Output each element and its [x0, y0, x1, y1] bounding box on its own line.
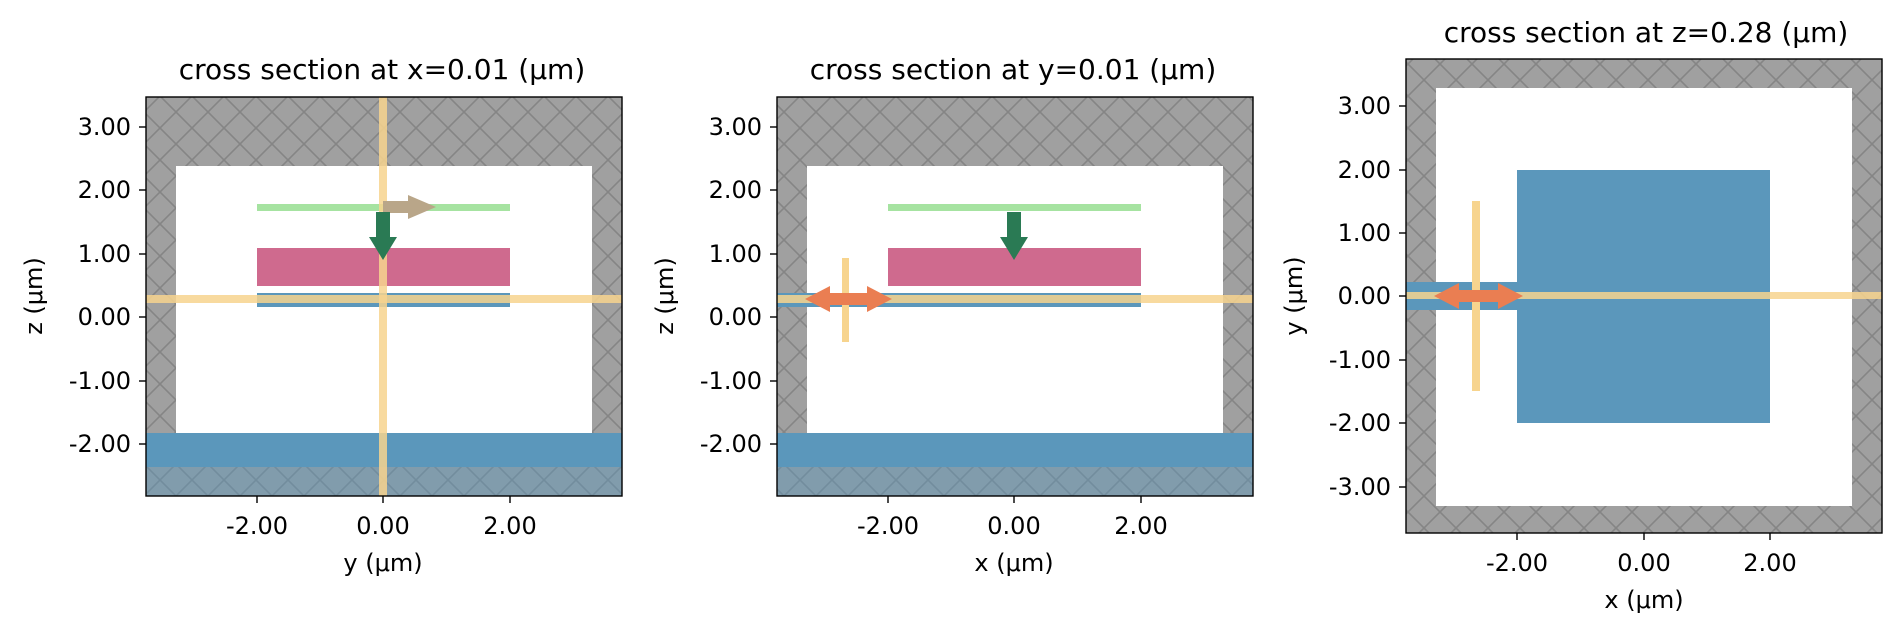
y-tick-label: 0.00 — [709, 303, 762, 331]
x-axis: -2.00 0.00 2.00 x (μm) — [857, 496, 1168, 577]
bidirectional-arrow — [1434, 283, 1523, 309]
x-axis: -2.00 0.00 2.00 x (μm) — [1486, 533, 1797, 614]
y-axis-label: z (μm) — [20, 257, 48, 335]
y-tick-label: 2.00 — [709, 176, 762, 204]
polarization-arrow — [383, 195, 436, 219]
x-tick-label: 2.00 — [1114, 512, 1167, 540]
vertical-plane — [379, 97, 387, 496]
y-axis: 3.00 2.00 1.00 0.00 -1.00 -2.00 z (μm) — [651, 113, 777, 458]
bidirectional-arrow — [805, 286, 892, 312]
y-tick-label: -1.00 — [69, 367, 131, 395]
panel-title: cross section at y=0.01 (μm) — [810, 53, 1217, 86]
y-tick-label: 0.00 — [78, 303, 131, 331]
injection-arrow — [1000, 212, 1028, 260]
y-axis-label: y (μm) — [1280, 256, 1308, 335]
mode-source-plane — [777, 295, 1253, 303]
panel-title: cross section at x=0.01 (μm) — [179, 53, 586, 86]
y-tick-label: -2.00 — [700, 430, 762, 458]
y-tick-label: 1.00 — [1338, 219, 1391, 247]
mode-source-plane — [1406, 292, 1882, 299]
x-tick-label: 0.00 — [1617, 549, 1670, 577]
x-axis-label: y (μm) — [343, 549, 422, 577]
y-tick-label: -1.00 — [700, 367, 762, 395]
y-tick-label: 0.00 — [1338, 282, 1391, 310]
y-tick-label: -2.00 — [69, 430, 131, 458]
y-axis: 3.00 2.00 1.00 0.00 -1.00 -2.00 z (μm) — [20, 113, 146, 458]
x-axis-label: x (μm) — [1604, 586, 1683, 614]
y-tick-label: 2.00 — [78, 176, 131, 204]
x-tick-label: 0.00 — [356, 512, 409, 540]
y-tick-label: 3.00 — [78, 113, 131, 141]
pml-top — [1406, 59, 1882, 88]
y-tick-label: 3.00 — [1338, 92, 1391, 120]
x-tick-label: -2.00 — [1486, 549, 1548, 577]
y-tick-label: 2.00 — [1338, 156, 1391, 184]
panel-x-section: cross section at x=0.01 (μm) -2.00 0.00 … — [20, 53, 623, 577]
panel-title: cross section at z=0.28 (μm) — [1444, 16, 1849, 49]
pml-top — [777, 97, 1253, 166]
panel-y-section: cross section at y=0.01 (μm) -2.00 0.00 … — [651, 53, 1254, 577]
x-tick-label: 0.00 — [987, 512, 1040, 540]
x-tick-label: 2.00 — [483, 512, 536, 540]
y-axis-label: z (μm) — [651, 257, 679, 335]
y-tick-label: -2.00 — [1329, 409, 1391, 437]
x-tick-label: -2.00 — [857, 512, 919, 540]
y-tick-label: -3.00 — [1329, 473, 1391, 501]
y-tick-label: 1.00 — [78, 240, 131, 268]
y-tick-label: 3.00 — [709, 113, 762, 141]
y-tick-label: -1.00 — [1329, 346, 1391, 374]
injection-arrow — [369, 212, 397, 260]
x-axis-label: x (μm) — [974, 549, 1053, 577]
x-tick-label: -2.00 — [226, 512, 288, 540]
y-tick-label: 1.00 — [709, 240, 762, 268]
pml-bottom — [1406, 506, 1882, 533]
panel-z-section: cross section at z=0.28 (μm) -2.00 0.00 … — [1280, 16, 1883, 614]
flux-monitor — [888, 204, 1141, 211]
x-tick-label: 2.00 — [1743, 549, 1796, 577]
pml-bottom — [777, 467, 1253, 496]
y-axis: 3.00 2.00 1.00 0.00 -1.00 -2.00 -3.00 y … — [1280, 92, 1406, 501]
x-axis: -2.00 0.00 2.00 y (μm) — [226, 496, 537, 577]
